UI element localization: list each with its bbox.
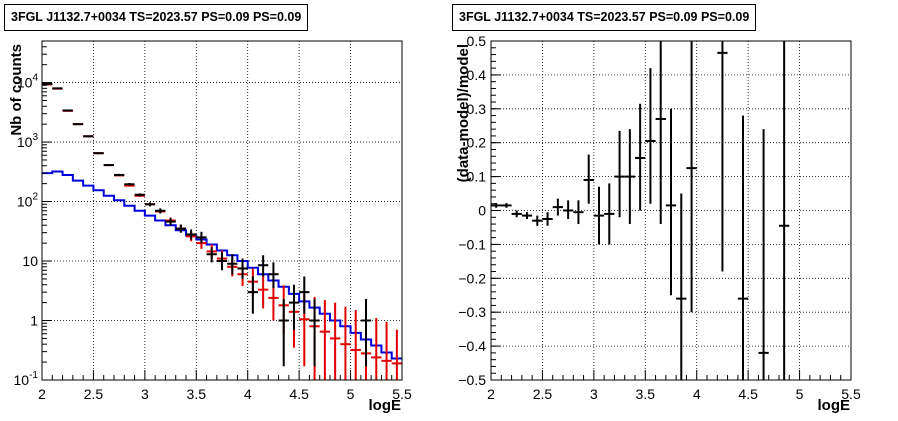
counts-panel: 2 2.5 3 3.5 4 4.5 5 5.5 10-1 1 10 102 103 104 logE Nb… [4, 4, 412, 414]
y-tick-label: −0.5 [458, 372, 486, 388]
y-tick-label: 102 [17, 192, 39, 210]
x-axis-label: logE [818, 397, 851, 414]
residuals-chart: 2 2.5 3 3.5 4 4.5 5 5.5 −0.5 −0.4 −0.3 −0.2 −0.1 0 0.1… [455, 33, 861, 414]
x-tick-label: 5.5 [841, 386, 861, 402]
residuals-panel: 2 2.5 3 3.5 4 4.5 5 5.5 −0.5 −0.4 −0.3 −0.2 −0.1 0 0.1… [449, 0, 898, 421]
chart-title: 3FGL J1132.7+0034 TS=2023.57 PS=0.09 PS=… [4, 4, 309, 31]
x-tick-label: 4 [693, 386, 701, 402]
y-tick-label: 0.1 [467, 169, 487, 185]
x-tick-label: 4 [244, 386, 252, 402]
y-tick-label: −0.2 [458, 270, 486, 286]
x-tick-label: 2.5 [533, 386, 553, 402]
y-tick-label: 10-1 [14, 370, 39, 388]
x-tick-label: 3.5 [187, 386, 207, 402]
y-axis-label: (data-model)/model [455, 44, 472, 182]
y-tick-label: −0.4 [458, 338, 486, 354]
y-tick-label: 0 [478, 203, 486, 219]
background-model-line [42, 170, 402, 360]
plot-area [42, 41, 402, 380]
y-axis-label: Nb of counts [8, 44, 25, 136]
x-tick-label: 5 [347, 386, 355, 402]
x-tick-label: 2 [38, 386, 46, 402]
x-tick-label: 3 [141, 386, 149, 402]
y-tick-label: −0.1 [458, 236, 486, 252]
y-tick-label: 0.3 [467, 101, 487, 117]
x-tick-label: 3.5 [636, 386, 656, 402]
x-tick-label: 2.5 [84, 386, 104, 402]
y-tick-label: 1 [30, 313, 38, 329]
y-tick-label: 10 [22, 253, 38, 269]
y-tick-label: 0.2 [467, 135, 487, 151]
x-axis-label: logE [369, 397, 402, 414]
y-tick-label: −0.3 [458, 304, 486, 320]
x-tick-label: 5 [796, 386, 804, 402]
chart-title: 3FGL J1132.7+0034 TS=2023.57 PS=0.09 PS=… [452, 4, 757, 31]
x-tick-label: 5.5 [392, 386, 412, 402]
x-tick-label: 4.5 [289, 386, 309, 402]
x-tick-label: 2 [487, 386, 495, 402]
x-tick-label: 3 [590, 386, 598, 402]
y-tick-label: 0.5 [467, 33, 487, 49]
y-tick-label: 0.4 [467, 67, 487, 83]
x-tick-label: 4.5 [738, 386, 758, 402]
